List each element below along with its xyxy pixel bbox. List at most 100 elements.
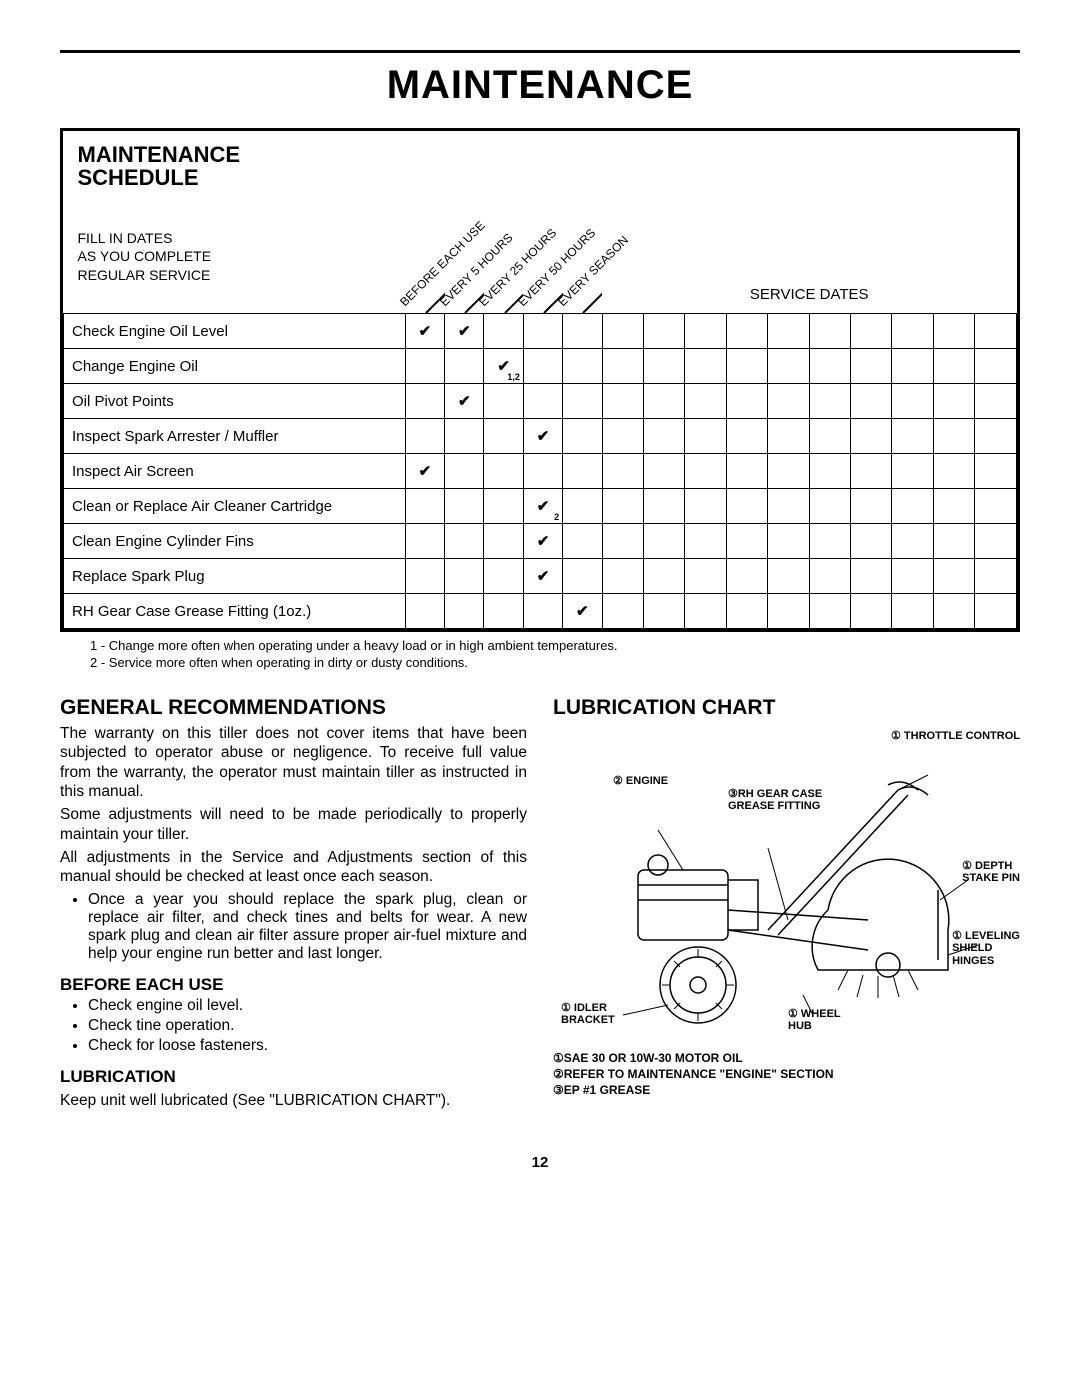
service-date-cell[interactable]: [975, 384, 1017, 419]
service-date-cell[interactable]: [685, 559, 726, 594]
service-date-cell[interactable]: [643, 419, 684, 454]
service-date-cell[interactable]: [768, 524, 809, 559]
service-date-cell[interactable]: [685, 594, 726, 629]
service-date-cell[interactable]: [892, 314, 933, 349]
service-date-cell[interactable]: [602, 489, 643, 524]
service-date-cell[interactable]: [602, 594, 643, 629]
service-date-cell[interactable]: [933, 489, 974, 524]
service-date-cell[interactable]: [768, 594, 809, 629]
service-date-cell[interactable]: [851, 489, 892, 524]
service-date-cell[interactable]: [726, 419, 767, 454]
service-date-cell[interactable]: [685, 524, 726, 559]
service-date-cell[interactable]: [809, 384, 850, 419]
schedule-row: Change Engine Oil✔1,2: [64, 349, 1017, 384]
schedule-check-cell: [563, 314, 602, 349]
service-date-cell[interactable]: [602, 419, 643, 454]
interval-header: BEFORE EACH USE: [405, 131, 444, 314]
service-date-cell[interactable]: [892, 349, 933, 384]
service-date-cell[interactable]: [602, 384, 643, 419]
service-date-cell[interactable]: [851, 419, 892, 454]
service-date-cell[interactable]: [975, 524, 1017, 559]
service-date-cell[interactable]: [851, 454, 892, 489]
schedule-check-cell: [484, 489, 523, 524]
service-date-cell[interactable]: [726, 594, 767, 629]
service-date-cell[interactable]: [643, 489, 684, 524]
service-date-cell[interactable]: [933, 349, 974, 384]
service-date-cell[interactable]: [933, 314, 974, 349]
service-date-cell[interactable]: [768, 489, 809, 524]
service-date-cell[interactable]: [602, 454, 643, 489]
service-date-cell[interactable]: [892, 419, 933, 454]
service-date-cell[interactable]: [975, 594, 1017, 629]
schedule-check-cell: [405, 349, 444, 384]
service-date-cell[interactable]: [933, 594, 974, 629]
service-date-cell[interactable]: [851, 314, 892, 349]
service-date-cell[interactable]: [726, 454, 767, 489]
service-date-cell[interactable]: [975, 419, 1017, 454]
service-date-cell[interactable]: [975, 349, 1017, 384]
service-date-cell[interactable]: [768, 314, 809, 349]
service-date-cell[interactable]: [933, 524, 974, 559]
service-date-cell[interactable]: [643, 559, 684, 594]
schedule-row: Inspect Air Screen✔: [64, 454, 1017, 489]
service-date-cell[interactable]: [851, 524, 892, 559]
service-date-cell[interactable]: [933, 384, 974, 419]
service-date-cell[interactable]: [809, 349, 850, 384]
service-date-cell[interactable]: [726, 559, 767, 594]
service-date-cell[interactable]: [975, 314, 1017, 349]
service-date-cell[interactable]: [602, 524, 643, 559]
service-date-cell[interactable]: [768, 384, 809, 419]
legend-1: ①SAE 30 OR 10W-30 MOTOR OIL: [553, 1050, 1020, 1066]
schedule-check-cell: ✔: [445, 314, 484, 349]
service-date-cell[interactable]: [768, 419, 809, 454]
service-date-cell[interactable]: [768, 349, 809, 384]
service-date-cell[interactable]: [643, 594, 684, 629]
service-date-cell[interactable]: [726, 349, 767, 384]
service-date-cell[interactable]: [809, 524, 850, 559]
service-date-cell[interactable]: [643, 314, 684, 349]
service-date-cell[interactable]: [975, 489, 1017, 524]
service-date-cell[interactable]: [809, 454, 850, 489]
service-date-cell[interactable]: [643, 524, 684, 559]
general-p2: Some adjustments will need to be made pe…: [60, 805, 527, 844]
service-date-cell[interactable]: [892, 384, 933, 419]
service-date-cell[interactable]: [602, 559, 643, 594]
service-date-cell[interactable]: [851, 594, 892, 629]
service-date-cell[interactable]: [975, 454, 1017, 489]
service-date-cell[interactable]: [726, 524, 767, 559]
service-date-cell[interactable]: [643, 349, 684, 384]
service-date-cell[interactable]: [933, 559, 974, 594]
service-date-cell[interactable]: [685, 489, 726, 524]
service-date-cell[interactable]: [685, 384, 726, 419]
service-date-cell[interactable]: [892, 489, 933, 524]
service-date-cell[interactable]: [892, 594, 933, 629]
service-date-cell[interactable]: [768, 559, 809, 594]
service-date-cell[interactable]: [685, 349, 726, 384]
service-date-cell[interactable]: [685, 419, 726, 454]
service-date-cell[interactable]: [851, 349, 892, 384]
service-date-cell[interactable]: [643, 454, 684, 489]
service-date-cell[interactable]: [892, 524, 933, 559]
service-date-cell[interactable]: [975, 559, 1017, 594]
service-date-cell[interactable]: [809, 559, 850, 594]
service-date-cell[interactable]: [602, 349, 643, 384]
service-date-cell[interactable]: [726, 489, 767, 524]
service-date-cell[interactable]: [809, 314, 850, 349]
service-date-cell[interactable]: [892, 559, 933, 594]
service-date-cell[interactable]: [933, 419, 974, 454]
service-date-cell[interactable]: [602, 314, 643, 349]
service-date-cell[interactable]: [809, 594, 850, 629]
service-date-cell[interactable]: [851, 559, 892, 594]
legend-3: ③EP #1 GREASE: [553, 1082, 1020, 1098]
service-date-cell[interactable]: [643, 384, 684, 419]
service-date-cell[interactable]: [809, 489, 850, 524]
service-date-cell[interactable]: [851, 384, 892, 419]
service-date-cell[interactable]: [685, 454, 726, 489]
service-date-cell[interactable]: [726, 314, 767, 349]
service-date-cell[interactable]: [768, 454, 809, 489]
service-date-cell[interactable]: [726, 384, 767, 419]
service-date-cell[interactable]: [892, 454, 933, 489]
service-date-cell[interactable]: [809, 419, 850, 454]
service-date-cell[interactable]: [933, 454, 974, 489]
service-date-cell[interactable]: [685, 314, 726, 349]
